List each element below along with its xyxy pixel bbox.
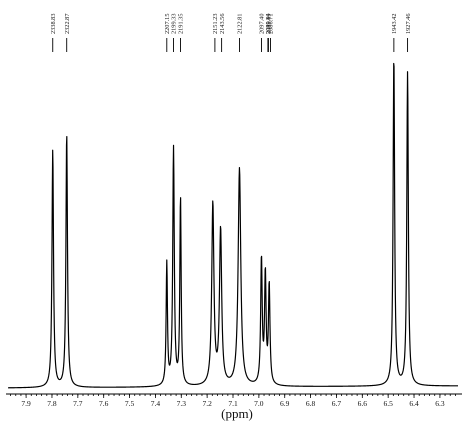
x-tick-label: 7.5	[125, 399, 135, 408]
x-tick-label: 6.7	[332, 399, 342, 408]
peak-frequency-label: 2338.83	[50, 14, 57, 34]
x-tick-label: 7.3	[177, 399, 187, 408]
x-tick-label: 6.5	[383, 399, 393, 408]
peak-frequency-label: 2086.71	[268, 14, 275, 34]
peak-frequency-label: 2097.40	[259, 14, 266, 34]
x-tick-label: 6.4	[409, 399, 419, 408]
x-tick-label: 6.3	[435, 399, 445, 408]
spectrum-layer	[7, 62, 459, 389]
x-tick-label: 7.6	[99, 399, 109, 408]
x-tick-label: 7.1	[228, 399, 238, 408]
x-axis: 7.9 7.8 7.7 7.6 7.5 7.4 7.3 7.2 7.1 7.0 6.9 6.8 6.7 6…	[6, 393, 462, 408]
peak-frequency-label: 2122.81	[237, 14, 244, 34]
x-tick-label: 7.7	[73, 399, 83, 408]
x-tick-label: 7.9	[21, 399, 31, 408]
peak-frequency-label: 1927.46	[405, 14, 412, 34]
spectrum-trace	[7, 62, 459, 389]
peak-frequency-label: 2151.23	[212, 14, 219, 34]
peak-frequency-label: 1943.42	[391, 14, 398, 34]
x-tick-label: 7.2	[202, 399, 212, 408]
x-tick-label: 7.0	[254, 399, 264, 408]
peak-frequency-label: 2089.19	[266, 14, 273, 34]
peak-frequency-label: 2207.15	[164, 14, 171, 34]
peak-frequency-label: 2089.84	[265, 13, 272, 34]
x-tick-label: 6.9	[280, 399, 290, 408]
peak-frequency-label: 2191.35	[178, 14, 185, 34]
peak-label-layer: 2338.83 2322.87 2207.15 2199.33 2191.35 2151.…	[50, 13, 412, 52]
x-tick-label: 6.8	[306, 399, 316, 408]
x-axis-title: (ppm)	[221, 406, 253, 421]
peak-frequency-label: 2322.87	[64, 14, 71, 34]
x-tick-label: 6.6	[358, 399, 368, 408]
peak-frequency-label: 2143.56	[219, 14, 226, 34]
peak-frequency-label: 2199.33	[171, 14, 178, 34]
x-tick-label: 7.4	[151, 399, 161, 408]
x-tick-label: 7.8	[47, 399, 57, 408]
